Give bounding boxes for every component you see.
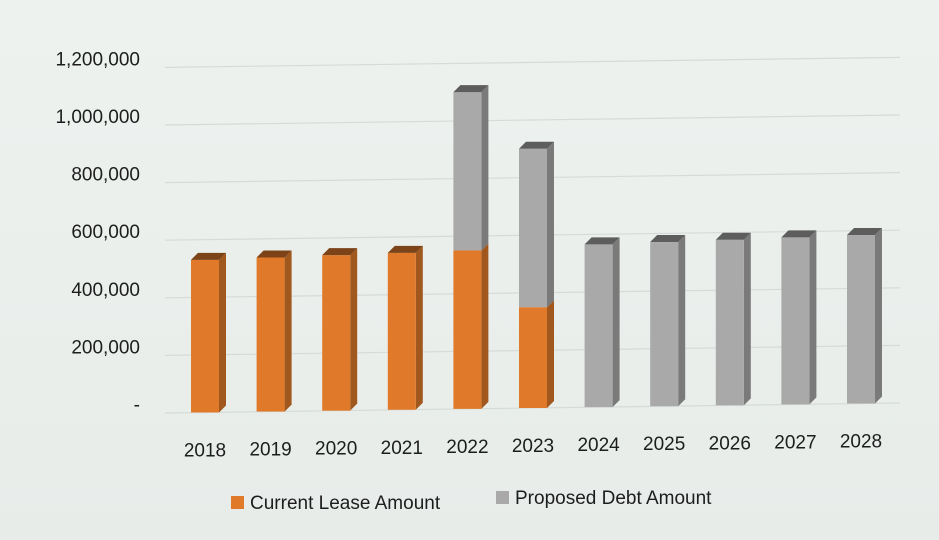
bar-side-proposed-debt [481,85,489,251]
legend-label-current-lease: Current Lease Amount [250,493,441,514]
y-tick-label: - [134,395,140,416]
gridline [164,402,901,414]
y-axis-ticks: - 200,000 400,000 600,000 800,000 1,000,000 1,… [55,49,140,416]
bar-current-lease-2022 [453,250,482,409]
bar-proposed-debt-2022 [453,92,482,251]
gridline [164,56,901,68]
bar-proposed-debt-2028 [847,235,875,404]
bar-side-proposed-debt [743,232,751,406]
bar-current-lease-2019 [256,257,285,412]
x-tick-label: 2022 [446,437,488,458]
bar-current-lease-2023 [519,307,547,408]
bar-side-current-lease [547,300,554,408]
bar-proposed-debt-2027 [781,237,810,405]
x-axis-ticks: 2018 2019 2020 2021 2022 2023 2024 2025 2026 2027… [184,432,882,462]
y-tick-label: 200,000 [71,337,140,358]
bar-top-proposed-debt [453,85,489,93]
x-tick-label: 2023 [512,436,554,457]
legend-swatch-current-lease [231,496,244,509]
bar-proposed-debt-2025 [650,242,679,407]
bar-top-current-lease [387,245,423,253]
y-tick-label: 1,000,000 [55,107,140,128]
bar-current-lease-2018 [191,259,219,413]
bar-proposed-debt-2023 [519,148,547,308]
bar-top-proposed-debt [847,228,882,236]
x-tick-label: 2020 [315,439,357,460]
x-tick-label: 2019 [249,440,291,461]
bar-side-proposed-debt [809,230,817,405]
x-tick-label: 2018 [184,440,226,461]
bar-current-lease-2021 [387,252,416,410]
x-tick-label: 2026 [709,433,751,454]
bar-side-proposed-debt [875,228,882,404]
bar-side-proposed-debt [678,235,686,407]
bar-side-proposed-debt [612,237,620,408]
bar-side-current-lease [284,250,292,412]
legend: Current Lease Amount Proposed Debt Amoun… [231,488,712,514]
bar-side-current-lease [481,243,489,409]
x-tick-label: 2027 [774,432,816,453]
bar-top-current-lease [322,248,358,256]
bar-top-proposed-debt [715,232,751,240]
y-tick-label: 800,000 [71,165,140,186]
gridline [164,114,901,126]
bar-top-current-lease [191,252,226,260]
bar-side-current-lease [350,248,358,411]
bar-side-current-lease [219,252,226,413]
y-tick-label: 1,200,000 [55,49,140,70]
x-tick-label: 2024 [577,435,620,456]
x-tick-label: 2021 [381,438,423,459]
y-tick-label: 400,000 [71,280,140,301]
bar-proposed-debt-2024 [584,244,613,408]
legend-label-proposed-debt: Proposed Debt Amount [515,488,712,509]
legend-swatch-proposed-debt [496,491,509,504]
x-tick-label: 2028 [840,432,882,453]
bar-top-proposed-debt [519,141,554,149]
bar-proposed-debt-2026 [715,239,744,406]
bar-side-proposed-debt [547,141,554,308]
bar-top-proposed-debt [781,230,817,238]
x-tick-label: 2025 [643,434,685,455]
bar-current-lease-2020 [322,255,351,411]
bar-top-proposed-debt [584,237,620,245]
bar-top-current-lease [256,250,292,258]
y-tick-label: 600,000 [71,222,140,243]
bars [191,85,882,413]
bar-side-current-lease [415,245,423,410]
bar-top-proposed-debt [650,235,686,243]
